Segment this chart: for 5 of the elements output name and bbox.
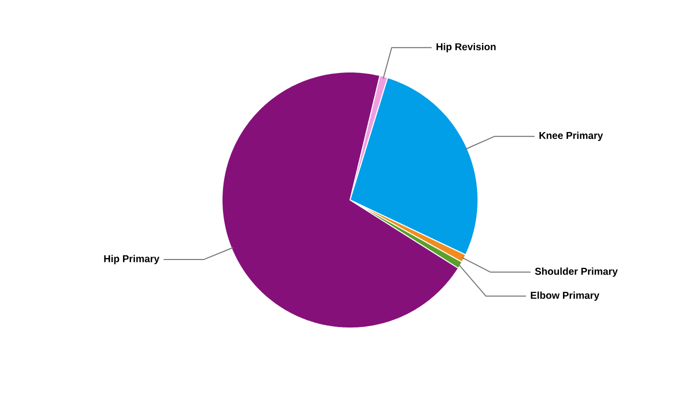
slice-label: Elbow Primary	[530, 292, 600, 301]
slice-label: Knee Primary	[539, 132, 603, 141]
slice-label: Hip Revision	[436, 42, 496, 52]
slice-label: Hip Primary	[104, 254, 160, 264]
slice-label: Shoulder Primary	[535, 268, 618, 277]
